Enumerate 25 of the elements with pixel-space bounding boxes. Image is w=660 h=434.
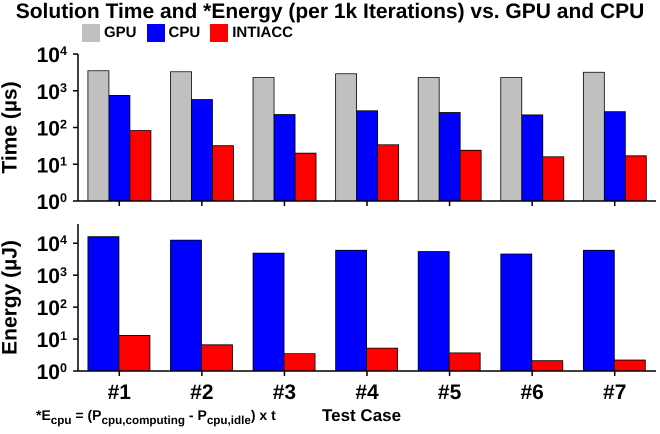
x-tick-label: #3 (272, 380, 296, 404)
text: *E$_{cpu}$ = (P$_{cpu,computing}$ - P$_{cpu,idle}$) x t (36, 407, 276, 429)
x-tick-label: #5 (438, 380, 462, 404)
y-tick-label: 10$^{3}$ (36, 265, 67, 288)
y-axis-title: Energy (µJ) (0, 240, 22, 355)
x-tick-label: #7 (603, 380, 626, 404)
chart-title: Solution Time and *Energy (per 1k Iterations) vs. GPU and CPU (14, 0, 646, 24)
y-tick-label: 10$^{4}$ (36, 233, 67, 256)
x-tick-label: #6 (520, 380, 544, 404)
y-tick-label: 10$^{0}$ (36, 361, 67, 384)
legend-label: GPU (104, 24, 137, 41)
y-axis-title: Time (µs) (0, 81, 22, 174)
y-tick-label: 10$^{3}$ (36, 80, 67, 104)
y-tick-label: 10$^{1}$ (36, 154, 67, 178)
y-tick-label: 10$^{2}$ (36, 297, 67, 320)
y-tick-label: 10$^{0}$ (36, 191, 67, 214)
y-tick-label: 10$^{2}$ (36, 118, 67, 141)
legend-label: CPU (168, 24, 200, 41)
x-axis-title: Test Case (322, 406, 402, 425)
y-tick-label: 10$^{4}$ (36, 44, 67, 68)
x-tick-label: #2 (190, 380, 214, 404)
y-tick-label: 10$^{1}$ (36, 329, 67, 352)
x-tick-label: #4 (355, 380, 379, 404)
legend-label: INTIACC (232, 24, 294, 41)
x-tick-label: #1 (108, 380, 132, 404)
